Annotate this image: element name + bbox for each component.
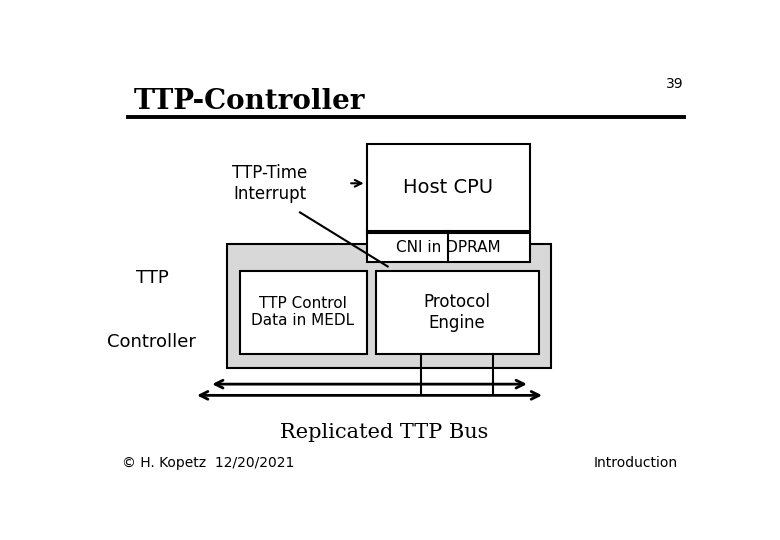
Text: TTP-Time
Interrupt: TTP-Time Interrupt: [232, 164, 307, 202]
Text: 39: 39: [666, 77, 684, 91]
Text: Host CPU: Host CPU: [403, 178, 493, 197]
Text: Replicated TTP Bus: Replicated TTP Bus: [281, 423, 489, 442]
Bar: [239, 271, 367, 354]
Text: TTP

Controller: TTP Controller: [108, 269, 197, 351]
Bar: [367, 233, 530, 262]
Text: Introduction: Introduction: [594, 456, 678, 470]
Text: © H. Kopetz  12/20/2021: © H. Kopetz 12/20/2021: [122, 456, 294, 470]
Bar: [228, 244, 551, 368]
Text: Protocol
Engine: Protocol Engine: [424, 293, 491, 332]
Bar: [376, 271, 539, 354]
Text: CNI in DPRAM: CNI in DPRAM: [395, 240, 501, 255]
Bar: [367, 144, 530, 231]
Text: TTP Control
Data in MEDL: TTP Control Data in MEDL: [251, 296, 355, 328]
Text: TTP-Controller: TTP-Controller: [134, 87, 365, 114]
